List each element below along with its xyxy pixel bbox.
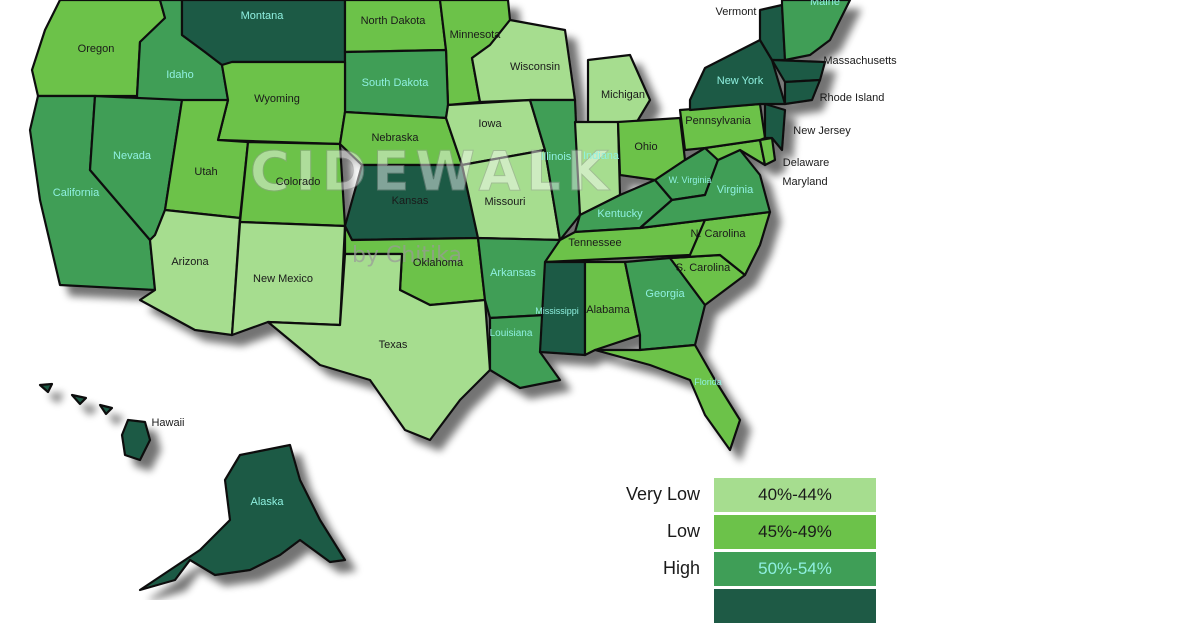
legend-swatch: 50%-54% bbox=[714, 551, 876, 586]
legend-label: High bbox=[662, 558, 700, 578]
label-north-carolina: N. Carolina bbox=[690, 228, 746, 240]
label-alabama: Alabama bbox=[586, 304, 630, 316]
state-hawaii[interactable] bbox=[120, 418, 152, 462]
state-massachusetts[interactable] bbox=[770, 58, 827, 84]
state-alabama[interactable] bbox=[583, 260, 642, 357]
label-illinois: Illinois bbox=[541, 151, 572, 163]
state-maine[interactable] bbox=[780, 0, 852, 62]
legend-swatch: 45%-49% bbox=[714, 514, 876, 549]
label-nevada: Nevada bbox=[113, 150, 152, 162]
label-kentucky: Kentucky bbox=[597, 208, 643, 220]
label-delaware: Delaware bbox=[783, 157, 829, 169]
label-texas: Texas bbox=[379, 339, 408, 351]
legend: Very Low 40%-44% Low 45%-49% High 50%-54… bbox=[600, 476, 880, 624]
label-louisiana: Louisiana bbox=[490, 328, 533, 339]
label-south-dakota: South Dakota bbox=[362, 77, 430, 89]
state-rhode-island[interactable] bbox=[783, 78, 822, 106]
label-mississippi: Mississippi bbox=[535, 306, 579, 316]
legend-swatch: 40%-44% bbox=[714, 477, 876, 512]
legend-row-very-high bbox=[600, 587, 880, 624]
label-utah: Utah bbox=[194, 166, 217, 178]
label-minnesota: Minnesota bbox=[450, 29, 502, 41]
label-alaska: Alaska bbox=[250, 496, 284, 508]
label-montana: Montana bbox=[241, 10, 285, 22]
us-states-map: CIDEWALK by Chitika Montana North Dakota… bbox=[28, 0, 897, 592]
label-virginia: Virginia bbox=[717, 184, 754, 196]
state-illinois[interactable] bbox=[528, 98, 582, 242]
label-wisconsin: Wisconsin bbox=[510, 61, 560, 73]
label-pennsylvania: Pennsylvania bbox=[685, 115, 751, 127]
legend-row-very-low: Very Low 40%-44% bbox=[600, 476, 880, 513]
label-rhode-island: Rhode Island bbox=[820, 92, 885, 104]
label-oregon: Oregon bbox=[78, 43, 115, 55]
legend-label: Very Low bbox=[625, 484, 700, 504]
label-maine: Maine bbox=[810, 0, 840, 8]
label-ohio: Ohio bbox=[634, 141, 657, 153]
state-hawaii-islands[interactable] bbox=[38, 382, 114, 416]
label-hawaii: Hawaii bbox=[151, 417, 184, 429]
label-indiana: Indiana bbox=[583, 150, 620, 162]
label-new-mexico: New Mexico bbox=[253, 273, 313, 285]
legend-swatch bbox=[714, 588, 876, 623]
label-arizona: Arizona bbox=[171, 256, 209, 268]
state-texas[interactable] bbox=[266, 252, 492, 442]
label-california: California bbox=[53, 187, 100, 199]
label-oklahoma: Oklahoma bbox=[413, 257, 464, 269]
label-georgia: Georgia bbox=[645, 288, 685, 300]
legend-row-high: High 50%-54% bbox=[600, 550, 880, 587]
label-kansas: Kansas bbox=[392, 195, 429, 207]
label-vermont: Vermont bbox=[716, 6, 757, 18]
label-maryland: Maryland bbox=[782, 176, 827, 188]
label-nebraska: Nebraska bbox=[371, 132, 419, 144]
label-iowa: Iowa bbox=[478, 118, 502, 130]
label-wyoming: Wyoming bbox=[254, 93, 300, 105]
label-massachusetts: Massachusetts bbox=[823, 55, 897, 67]
state-new-jersey[interactable] bbox=[763, 102, 787, 152]
label-west-virginia: W. Virginia bbox=[669, 175, 712, 185]
label-michigan: Michigan bbox=[601, 89, 645, 101]
state-virginia[interactable] bbox=[638, 148, 772, 230]
state-michigan[interactable] bbox=[586, 53, 652, 127]
label-idaho: Idaho bbox=[166, 69, 194, 81]
label-tennessee: Tennessee bbox=[568, 237, 621, 249]
state-florida[interactable] bbox=[593, 343, 742, 452]
state-alaska[interactable] bbox=[138, 443, 347, 592]
label-new-york: New York bbox=[717, 75, 764, 87]
watermark-byline: by Chitika bbox=[352, 243, 462, 268]
label-south-carolina: S. Carolina bbox=[676, 262, 731, 274]
label-arkansas: Arkansas bbox=[490, 267, 536, 279]
legend-row-low: Low 45%-49% bbox=[600, 513, 880, 550]
watermark-brand: CIDEWALK bbox=[250, 140, 615, 203]
label-missouri: Missouri bbox=[485, 196, 526, 208]
label-florida: Florida bbox=[694, 377, 722, 387]
label-new-jersey: New Jersey bbox=[793, 125, 851, 137]
label-colorado: Colorado bbox=[276, 176, 321, 188]
label-north-dakota: North Dakota bbox=[361, 15, 427, 27]
legend-label: Low bbox=[666, 521, 700, 541]
